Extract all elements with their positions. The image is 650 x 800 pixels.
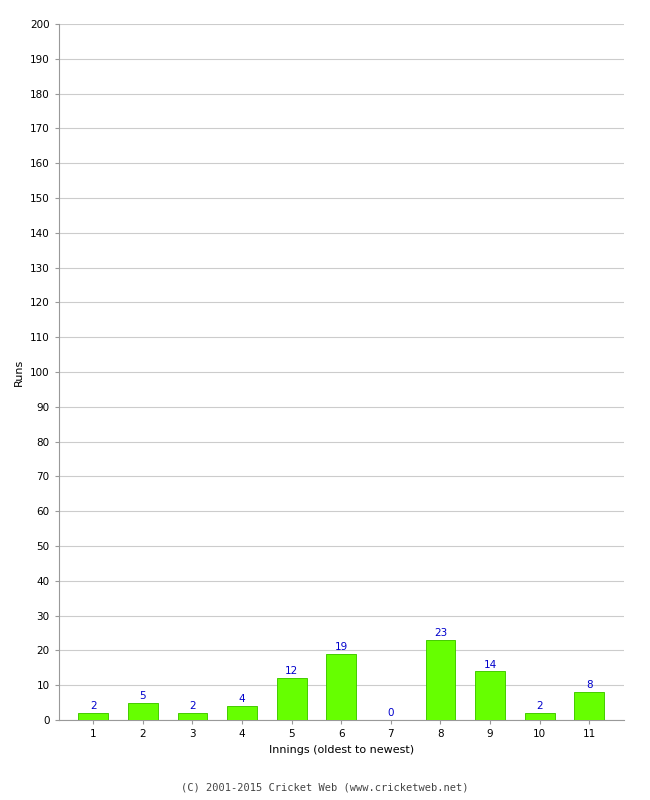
Bar <box>426 640 456 720</box>
Bar <box>227 706 257 720</box>
Text: 14: 14 <box>484 659 497 670</box>
Bar <box>475 671 505 720</box>
Bar <box>128 702 158 720</box>
Bar <box>525 713 554 720</box>
Y-axis label: Runs: Runs <box>14 358 24 386</box>
Text: 23: 23 <box>434 628 447 638</box>
Text: 4: 4 <box>239 694 245 704</box>
Text: 12: 12 <box>285 666 298 677</box>
Text: 8: 8 <box>586 681 593 690</box>
Text: 2: 2 <box>189 702 196 711</box>
Bar <box>326 654 356 720</box>
Bar <box>79 713 108 720</box>
Text: 0: 0 <box>387 708 394 718</box>
Text: 19: 19 <box>335 642 348 652</box>
Bar <box>277 678 307 720</box>
Text: 2: 2 <box>536 702 543 711</box>
Text: 5: 5 <box>140 691 146 701</box>
X-axis label: Innings (oldest to newest): Innings (oldest to newest) <box>268 745 414 754</box>
Text: (C) 2001-2015 Cricket Web (www.cricketweb.net): (C) 2001-2015 Cricket Web (www.cricketwe… <box>181 782 469 792</box>
Bar <box>575 692 604 720</box>
Bar <box>177 713 207 720</box>
Text: 2: 2 <box>90 702 97 711</box>
